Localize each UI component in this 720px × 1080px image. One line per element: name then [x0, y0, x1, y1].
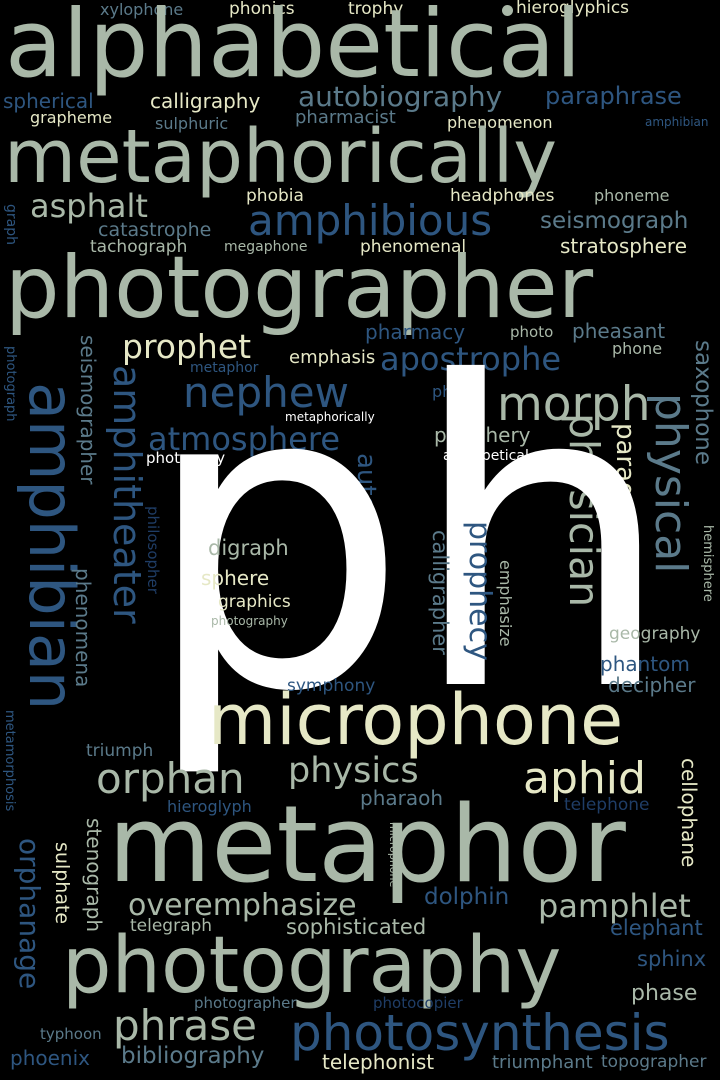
cloud-word: trophy	[348, 0, 404, 19]
cloud-word: sphere	[201, 566, 270, 590]
cloud-word: overemphasize	[128, 888, 357, 923]
cloud-word: morph	[497, 377, 651, 432]
cloud-word: metaphorically	[285, 410, 375, 424]
cloud-word: sphinx	[637, 947, 707, 971]
cloud-word: microphone	[387, 822, 400, 888]
cloud-word: phone	[612, 339, 663, 358]
cloud-word: phew	[432, 382, 476, 401]
cloud-word: sulphate	[51, 842, 73, 925]
cloud-word: telegraph	[130, 916, 213, 936]
cloud-word: orphan	[96, 754, 245, 803]
bullet-dot-decoration	[502, 5, 513, 16]
cloud-word: geography	[609, 624, 701, 644]
cloud-word: pharaoh	[360, 786, 444, 810]
cloud-word: amphibious	[248, 196, 493, 245]
cloud-word: triumphant	[492, 1052, 593, 1073]
cloud-word: stratosphere	[560, 234, 688, 258]
cloud-word: phrase	[113, 1001, 258, 1050]
cloud-word: catastrophe	[98, 219, 212, 241]
cloud-word: photocopy	[146, 449, 226, 467]
cloud-word: spherical	[3, 89, 94, 113]
cloud-word: phenomena	[71, 568, 95, 688]
cloud-word: amphitheater	[105, 365, 149, 624]
cloud-word: microphone	[208, 679, 624, 761]
cloud-word: phonics	[229, 0, 295, 19]
cloud-word: bibliography	[121, 1043, 265, 1069]
cloud-word: photosynthesis	[290, 1004, 670, 1062]
cloud-word: phenomenon	[447, 113, 553, 132]
cloud-word: photography	[62, 921, 562, 1011]
cloud-word: photographer	[194, 994, 297, 1012]
cloud-word: megaphone	[224, 239, 308, 255]
cloud-word: decipher	[608, 673, 696, 697]
cloud-word: stenograph	[82, 818, 106, 933]
cloud-word: alphabetical	[5, 0, 582, 99]
cloud-word: calligraphy	[150, 89, 261, 113]
cloud-word: hemisphere	[700, 525, 715, 602]
cloud-word: typhoon	[40, 1025, 102, 1043]
cloud-word: nephew	[183, 368, 349, 417]
cloud-word: digraph	[208, 536, 289, 560]
cloud-word: apostrophe	[380, 340, 562, 378]
cloud-word: paraphrase	[545, 82, 682, 110]
cloud-word: ph	[142, 295, 675, 784]
cloud-word: metaphorically	[4, 114, 558, 200]
cloud-word: metamorphosis	[2, 710, 17, 812]
cloud-word: photographer	[5, 238, 594, 338]
cloud-word: photocopier	[373, 994, 463, 1012]
cloud-word: alphabetical	[443, 448, 529, 464]
cloud-word: topographer	[601, 1052, 707, 1072]
cloud-word: hieroglyph	[167, 797, 252, 816]
cloud-word: sophisticated	[286, 915, 427, 939]
cloud-word: seismograph	[540, 208, 689, 234]
cloud-word: hieroglyphics	[516, 0, 630, 18]
cloud-word: aphid	[523, 753, 646, 804]
cloud-word: grapheme	[30, 108, 113, 127]
cloud-word: pamphlet	[538, 887, 691, 925]
cloud-word: symphony	[287, 676, 376, 696]
cloud-word: metaphor	[108, 783, 626, 906]
cloud-word: calligrapher	[428, 530, 452, 655]
cloud-word: prophecy	[462, 521, 497, 661]
cloud-word: asphalt	[30, 187, 148, 225]
cloud-word: cellophane	[677, 758, 701, 868]
cloud-word: emphasis	[289, 347, 376, 368]
cloud-word: phobia	[246, 186, 304, 206]
cloud-word: headphones	[450, 186, 555, 206]
cloud-word: phenomenal	[360, 237, 467, 257]
cloud-word: pharmacy	[365, 320, 466, 344]
cloud-word: autobiography	[298, 80, 503, 113]
cloud-word: photo	[510, 323, 554, 341]
cloud-word: atmosphere	[148, 420, 340, 458]
cloud-word: tachograph	[90, 237, 188, 257]
cloud-word: orphanage	[13, 838, 46, 990]
cloud-word: phase	[631, 981, 698, 1006]
cloud-word: metaphor	[190, 360, 259, 376]
cloud-word: periphery	[434, 423, 531, 447]
cloud-word: physics	[288, 751, 419, 791]
cloud-word: telephone	[564, 795, 650, 815]
cloud-word: pheasant	[572, 319, 666, 343]
cloud-word: phoneme	[594, 186, 670, 205]
cloud-word: phantom	[600, 652, 690, 676]
cloud-word: prophet	[122, 327, 252, 366]
cloud-word: emphasize	[496, 560, 515, 647]
cloud-word: sulphuric	[155, 114, 229, 133]
cloud-word: elephant	[610, 916, 703, 940]
cloud-word: triumph	[86, 741, 154, 761]
cloud-word: pharmacist	[295, 107, 396, 128]
cloud-word: saxophone	[690, 340, 716, 466]
cloud-word: phoenix	[10, 1046, 90, 1070]
cloud-word: xylophone	[100, 0, 184, 19]
cloud-word: photography	[211, 614, 288, 628]
cloud-word: dolphin	[424, 884, 510, 910]
cloud-word: amphibian	[645, 115, 709, 129]
cloud-word: graphics	[218, 592, 291, 612]
cloud-word: telephonist	[322, 1050, 435, 1074]
